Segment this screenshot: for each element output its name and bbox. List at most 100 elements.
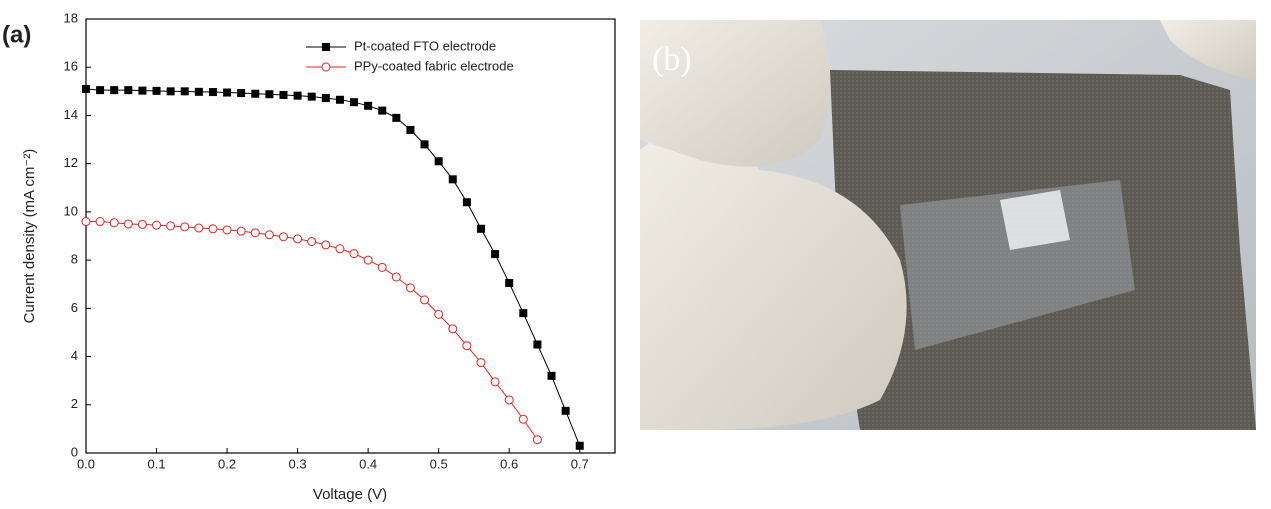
data-point: [236, 226, 246, 236]
plot-frame: [85, 18, 616, 454]
data-point: [518, 414, 528, 424]
x-axis-label: Voltage (V): [313, 486, 387, 503]
y-tick-label: 0: [71, 444, 78, 459]
data-point: [223, 88, 232, 97]
data-point: [406, 125, 415, 134]
data-point: [448, 175, 457, 184]
data-point: [350, 98, 359, 107]
data-point: [95, 217, 105, 227]
data-point: [378, 106, 387, 115]
data-point: [96, 86, 105, 95]
x-tick-label: 0.1: [147, 456, 165, 471]
data-point: [293, 91, 302, 100]
data-point: [519, 309, 528, 318]
glove-top: [1160, 20, 1256, 80]
data-point: [364, 101, 373, 110]
data-point: [123, 219, 133, 229]
data-point: [462, 341, 472, 351]
x-tick-label: 0.6: [500, 456, 518, 471]
data-point: [222, 225, 232, 235]
data-point: [349, 249, 359, 259]
data-point: [434, 157, 443, 166]
data-point: [166, 221, 176, 231]
data-point: [194, 87, 203, 96]
x-tick-label: 0.0: [77, 456, 95, 471]
data-point: [434, 309, 444, 319]
data-point: [476, 358, 486, 368]
data-point: [335, 244, 345, 254]
data-point: [321, 240, 331, 250]
x-tick-label: 0.4: [359, 456, 377, 471]
data-point: [251, 89, 260, 98]
data-point: [575, 441, 584, 450]
data-point: [110, 86, 119, 95]
glare: [1000, 190, 1070, 250]
photo: (b): [640, 20, 1256, 430]
data-point: [476, 224, 485, 233]
data-point: [490, 377, 500, 387]
data-point: [420, 295, 430, 305]
data-point: [124, 86, 133, 95]
data-point: [138, 86, 147, 95]
x-tick-label: 0.2: [218, 456, 236, 471]
y-tick-label: 12: [64, 155, 78, 170]
y-tick-label: 10: [64, 203, 78, 218]
data-point: [264, 230, 274, 240]
data-point: [335, 95, 344, 104]
legend-label: Pt-coated FTO electrode: [354, 38, 496, 53]
data-point: [81, 217, 91, 227]
data-point: [307, 92, 316, 101]
data-point: [180, 222, 190, 232]
data-point: [392, 113, 401, 122]
data-point: [194, 223, 204, 233]
data-point: [278, 232, 288, 242]
y-tick-label: 2: [71, 396, 78, 411]
series-line: [86, 221, 538, 441]
x-tick-label: 0.5: [430, 456, 448, 471]
legend-label: PPy-coated fabric electrode: [354, 58, 514, 73]
panel-label: (a): [2, 21, 31, 48]
data-point: [532, 435, 542, 445]
glove-finger: [640, 20, 830, 167]
data-point: [321, 94, 330, 103]
data-point: [491, 250, 500, 259]
y-tick-label: 14: [64, 107, 78, 122]
data-point: [505, 279, 514, 288]
legend-marker: [321, 62, 331, 72]
data-point: [109, 218, 119, 228]
data-point: [237, 89, 246, 98]
data-point: [265, 90, 274, 99]
x-tick-label: 0.3: [289, 456, 307, 471]
glass: [900, 180, 1135, 350]
y-tick-label: 4: [71, 348, 78, 363]
y-tick-label: 8: [71, 252, 78, 267]
data-point: [180, 87, 189, 96]
data-point: [561, 406, 570, 415]
data-point: [363, 255, 373, 265]
x-tick-label: 0.7: [571, 456, 589, 471]
data-point: [307, 237, 317, 247]
data-point: [504, 395, 514, 405]
series-line: [85, 88, 581, 446]
data-point: [547, 371, 556, 380]
panel-label: (b): [652, 41, 692, 78]
glove-thumb: [640, 129, 907, 430]
data-point: [533, 340, 542, 349]
y-tick-label: 16: [64, 59, 78, 74]
data-point: [82, 84, 90, 93]
data-point: [293, 234, 303, 244]
data-point: [279, 90, 288, 99]
data-point: [137, 219, 147, 229]
data-point: [377, 262, 387, 272]
y-tick-label: 6: [71, 300, 78, 315]
data-point: [166, 87, 175, 96]
legend-marker: [322, 43, 330, 51]
data-point: [462, 198, 471, 207]
data-point: [420, 140, 429, 149]
data-point: [208, 224, 218, 234]
y-axis-label: Current density (mA cm⁻²): [21, 149, 38, 324]
data-point: [250, 228, 260, 238]
data-point: [152, 86, 161, 95]
